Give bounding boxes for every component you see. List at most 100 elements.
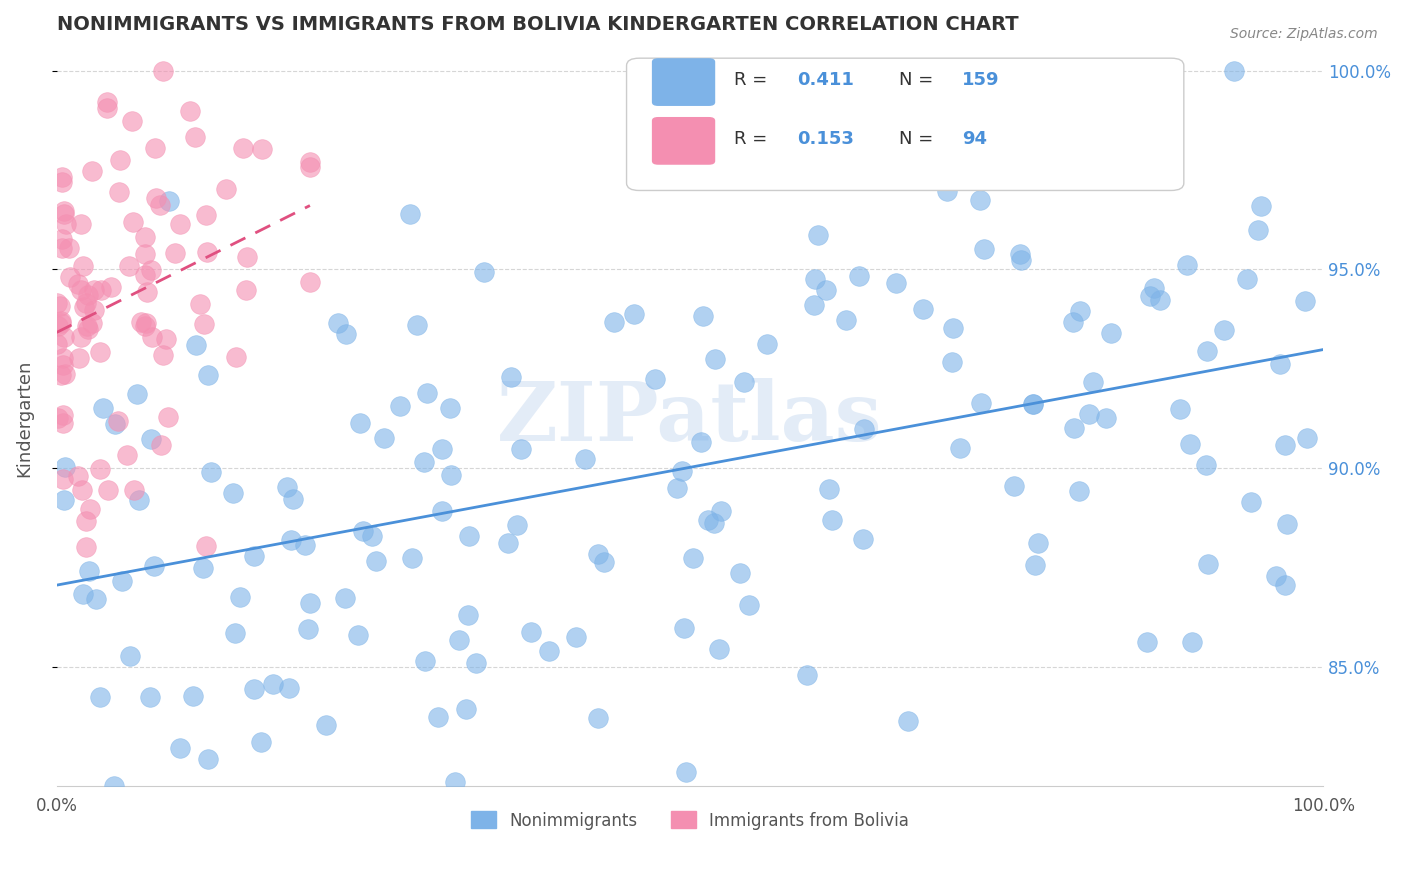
Point: [89, 690, 111, 704]
Point: [80, 317, 103, 331]
Point: [297, 622, 319, 636]
Point: [884, 276, 907, 290]
Point: [969, 194, 991, 208]
Point: [1139, 289, 1161, 303]
Point: [139, 690, 162, 704]
Point: [335, 327, 357, 342]
Point: [46, 295, 69, 310]
Point: [675, 764, 697, 779]
Point: [807, 228, 830, 243]
Point: [335, 591, 357, 605]
Point: [506, 518, 529, 533]
Point: [1081, 376, 1104, 390]
Point: [969, 396, 991, 410]
Point: [1295, 432, 1317, 446]
Point: [96, 101, 118, 115]
Point: [1213, 323, 1236, 337]
Point: [592, 555, 614, 569]
FancyBboxPatch shape: [652, 58, 716, 106]
Point: [73, 300, 96, 314]
Point: [51, 241, 73, 255]
Point: [817, 482, 839, 496]
Point: [280, 533, 302, 548]
Point: [135, 316, 157, 330]
Point: [83, 283, 105, 297]
Point: [912, 301, 935, 316]
Point: [936, 184, 959, 198]
Point: [389, 400, 412, 414]
Point: [52, 358, 75, 372]
Point: [1062, 315, 1084, 329]
Point: [75, 514, 97, 528]
Y-axis label: Kindergarten: Kindergarten: [15, 359, 32, 477]
Point: [53, 207, 76, 221]
Point: [1095, 411, 1118, 425]
Point: [415, 385, 437, 400]
Point: [603, 315, 626, 329]
Point: [163, 246, 186, 260]
Text: ZIPatlas: ZIPatlas: [498, 378, 883, 458]
Text: R =: R =: [734, 130, 773, 148]
Point: [941, 355, 963, 369]
Point: [1195, 344, 1218, 359]
Point: [509, 442, 531, 456]
Point: [401, 550, 423, 565]
Point: [1236, 271, 1258, 285]
Point: [141, 329, 163, 343]
Point: [1195, 458, 1218, 473]
Point: [665, 481, 688, 495]
Point: [136, 285, 159, 299]
Point: [184, 338, 207, 352]
Point: [51, 169, 73, 184]
Point: [1010, 246, 1032, 260]
Point: [46, 411, 69, 425]
Point: [46, 318, 69, 333]
Point: [107, 414, 129, 428]
Point: [197, 752, 219, 766]
Point: [104, 417, 127, 432]
Point: [298, 160, 321, 174]
Point: [733, 375, 755, 389]
Point: [696, 512, 718, 526]
Point: [671, 464, 693, 478]
Point: [398, 207, 420, 221]
Point: [349, 416, 371, 430]
Point: [1099, 326, 1122, 341]
Point: [1264, 569, 1286, 583]
Point: [225, 350, 247, 364]
Point: [86, 591, 108, 606]
Point: [315, 718, 337, 732]
Point: [76, 288, 98, 302]
Point: [262, 677, 284, 691]
Point: [89, 462, 111, 476]
Point: [1277, 516, 1299, 531]
Point: [426, 710, 449, 724]
Point: [121, 114, 143, 128]
Point: [1063, 420, 1085, 434]
Point: [464, 656, 486, 670]
Text: Source: ZipAtlas.com: Source: ZipAtlas.com: [1230, 27, 1378, 41]
Text: N =: N =: [898, 71, 939, 89]
Point: [134, 318, 156, 333]
Point: [181, 689, 204, 703]
Point: [89, 345, 111, 359]
Text: 0.411: 0.411: [797, 71, 855, 89]
Point: [66, 277, 89, 292]
Point: [1069, 303, 1091, 318]
Point: [184, 130, 207, 145]
Point: [574, 451, 596, 466]
Point: [276, 480, 298, 494]
Point: [835, 312, 858, 326]
Point: [155, 332, 177, 346]
Point: [52, 330, 75, 344]
Point: [51, 232, 73, 246]
Point: [236, 250, 259, 264]
Point: [70, 217, 93, 231]
Point: [326, 316, 349, 330]
Point: [141, 263, 163, 277]
Point: [454, 702, 477, 716]
Point: [67, 351, 90, 366]
Point: [129, 315, 152, 329]
Point: [76, 322, 98, 336]
Point: [193, 561, 215, 575]
